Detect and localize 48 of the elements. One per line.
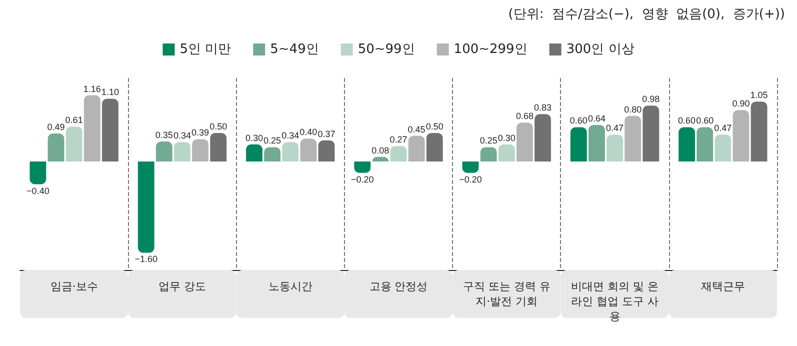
data-label: 0.60 [696, 116, 714, 126]
legend-label: 300인 이상 [566, 42, 634, 57]
data-label: 1.10 [101, 87, 119, 98]
x-tick-label: 노동시간 [268, 280, 312, 293]
data-label: 0.64 [588, 113, 606, 124]
data-label: 0.25 [264, 136, 282, 146]
data-label: 0.08 [372, 145, 390, 156]
data-label: 0.50 [426, 121, 444, 132]
text: (단위: 점수/감소(−), 영향 없음(0), 증가(+)) [508, 7, 786, 22]
data-label: −1.60 [134, 254, 158, 264]
data-label: 0.30 [498, 132, 516, 143]
x-tick-label: 구직 또는 경력 유지·발전 기회 [462, 280, 550, 308]
data-label: 0.47 [714, 123, 732, 134]
data-label: 0.34 [282, 130, 300, 141]
data-label: 0.34 [173, 130, 191, 141]
data-label: 1.05 [750, 90, 768, 100]
data-label: 0.80 [624, 104, 642, 114]
legend-label: 5~49인 [270, 42, 319, 57]
data-label: 0.60 [678, 116, 696, 126]
legend-label: 50~99인 [358, 42, 415, 57]
legend-label: 100~299인 [454, 42, 528, 57]
data-label: 0.90 [732, 98, 750, 109]
data-label: 0.35 [155, 130, 173, 140]
data-label: 0.83 [534, 102, 552, 113]
data-label: 0.98 [642, 94, 660, 104]
x-tick-label: 비대면 회의 및 온라인 협업 도구 사용 [571, 280, 659, 323]
data-label: 0.27 [390, 134, 408, 145]
data-label: 0.60 [570, 116, 588, 126]
data-label: 0.40 [300, 127, 318, 138]
data-label: −0.40 [26, 186, 50, 196]
x-tick-label: 고용 안정성 [369, 280, 428, 293]
data-label: 0.49 [47, 122, 65, 132]
data-label: 0.45 [408, 124, 426, 134]
legend-label: 5인 미만 [180, 42, 232, 57]
x-tick-label: 임금·보수 [50, 280, 98, 293]
data-label: −0.20 [459, 174, 482, 184]
data-label: 0.68 [516, 111, 534, 122]
data-label: 0.37 [318, 128, 336, 139]
data-label: −0.20 [350, 174, 374, 184]
data-label: 0.47 [606, 123, 624, 134]
data-label: 0.30 [245, 132, 263, 143]
data-label: 0.25 [480, 136, 498, 146]
data-label: 0.61 [65, 115, 83, 126]
data-label: 0.50 [210, 121, 228, 132]
x-tick-label: 업무 강도 [158, 280, 206, 293]
data-label: 1.16 [83, 84, 101, 94]
x-tick-label: 재택근무 [700, 280, 745, 293]
data-label: 0.39 [192, 128, 210, 138]
